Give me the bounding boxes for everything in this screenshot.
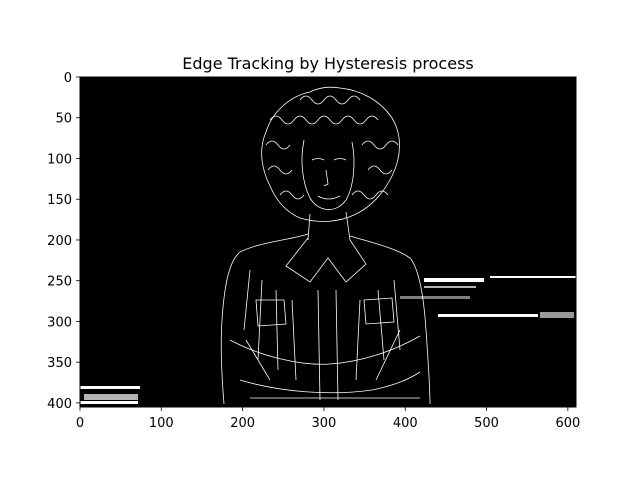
y-tick-label: 0: [64, 71, 72, 86]
y-tick-label: 300: [47, 315, 72, 330]
shirt-outline: [220, 233, 431, 405]
edge-image: [79, 76, 577, 408]
x-axis: 0 100 200 300 400 500 600: [76, 407, 580, 431]
x-tick-label: 100: [149, 416, 174, 431]
face-features: [311, 158, 347, 200]
image-background: [80, 77, 576, 407]
y-tick-label: 350: [47, 356, 72, 371]
hair-curls: [265, 95, 399, 200]
y-axis: 0 50 100 150 200 250 300 350 400: [47, 71, 80, 412]
axes-frame: [79, 76, 577, 408]
arms-crossed: [229, 335, 421, 399]
y-tick-label: 100: [47, 152, 72, 167]
x-tick-label: 300: [312, 416, 337, 431]
corner-artifact: [80, 386, 140, 404]
x-tick-label: 600: [555, 416, 580, 431]
collar: [285, 237, 367, 283]
y-tick-label: 250: [47, 275, 72, 290]
y-tick-label: 200: [47, 234, 72, 249]
y-tick-label: 50: [55, 112, 72, 127]
y-tick-label: 150: [47, 193, 72, 208]
y-tick-label: 400: [47, 397, 72, 412]
x-tick-label: 500: [474, 416, 499, 431]
pocket-left: [255, 299, 287, 327]
plot-title: Edge Tracking by Hysteresis process: [182, 54, 473, 73]
edge-lines: [220, 86, 431, 405]
neck: [307, 211, 351, 241]
pocket-right: [363, 297, 395, 325]
x-tick-label: 0: [76, 416, 84, 431]
hair-outline: [261, 86, 400, 222]
face-outline: [301, 139, 355, 210]
x-tick-label: 400: [393, 416, 418, 431]
x-tick-label: 200: [230, 416, 255, 431]
shirt-folds: [243, 269, 401, 401]
stripe-artifacts: [400, 276, 576, 318]
